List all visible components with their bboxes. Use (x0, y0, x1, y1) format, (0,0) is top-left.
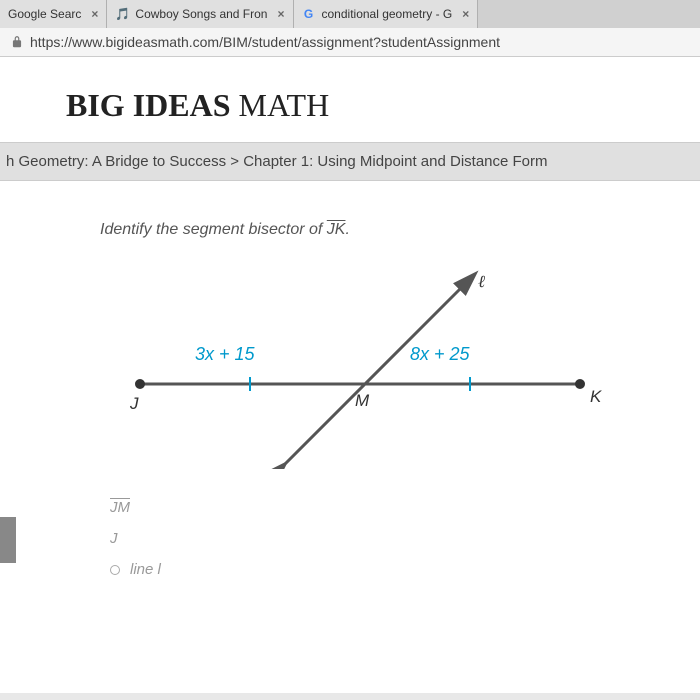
geometry-diagram: 3x + 15 8x + 25 J M K ℓ (100, 269, 600, 469)
logo-thin: MATH (231, 87, 330, 123)
question-number-badge: 8 (0, 517, 16, 563)
problem-area: Identify the segment bisector of JK. (30, 181, 670, 612)
expression-left: 3x + 15 (195, 344, 255, 365)
answer-option-line-l[interactable]: line l (110, 561, 640, 578)
answer-label: J (110, 530, 118, 547)
answer-label: JM (110, 499, 130, 516)
answer-options: JM J line l (100, 499, 640, 578)
browser-tabs: Google Searc × 🎵 Cowboy Songs and Fron ×… (0, 0, 700, 28)
point-k-label: K (590, 387, 601, 407)
tab-geometry[interactable]: G conditional geometry - G × (294, 0, 479, 28)
address-bar[interactable]: https://www.bigideasmath.com/BIM/student… (0, 28, 700, 57)
answer-option-jm[interactable]: JM (110, 499, 640, 516)
answer-option-j[interactable]: J (110, 530, 640, 547)
tab-cowboy[interactable]: 🎵 Cowboy Songs and Fron × (107, 0, 293, 28)
breadcrumb-text: h Geometry: A Bridge to Success > Chapte… (6, 153, 548, 170)
tab-label: Google Searc (8, 7, 81, 21)
diagram-svg (100, 269, 600, 469)
site-logo: BIG IDEAS MATH (66, 87, 670, 124)
question-text: Identify the segment bisector of JK. (100, 221, 640, 239)
url-text: https://www.bigideasmath.com/BIM/student… (30, 34, 500, 50)
question-prefix: Identify the segment bisector of (100, 221, 327, 238)
line-l-label: ℓ (478, 272, 485, 292)
page-content: BIG IDEAS MATH h Geometry: A Bridge to S… (0, 57, 700, 693)
segment-name: JK (327, 221, 346, 238)
favicon-icon: 🎵 (115, 7, 129, 21)
lock-icon (10, 35, 24, 49)
answer-label: line l (130, 561, 161, 578)
question-suffix: . (345, 221, 349, 238)
close-icon[interactable]: × (277, 7, 284, 21)
google-icon: G (302, 7, 316, 21)
expression-right: 8x + 25 (410, 344, 470, 365)
close-icon[interactable]: × (91, 7, 98, 21)
logo-bold: BIG IDEAS (66, 87, 231, 123)
tab-label: Cowboy Songs and Fron (135, 7, 267, 21)
radio-icon (110, 565, 120, 575)
tab-label: conditional geometry - G (322, 7, 453, 21)
point-j-label: J (130, 394, 139, 414)
tab-google[interactable]: Google Searc × (0, 0, 107, 28)
point-m-label: M (355, 391, 369, 411)
breadcrumb[interactable]: h Geometry: A Bridge to Success > Chapte… (0, 142, 700, 181)
close-icon[interactable]: × (462, 7, 469, 21)
